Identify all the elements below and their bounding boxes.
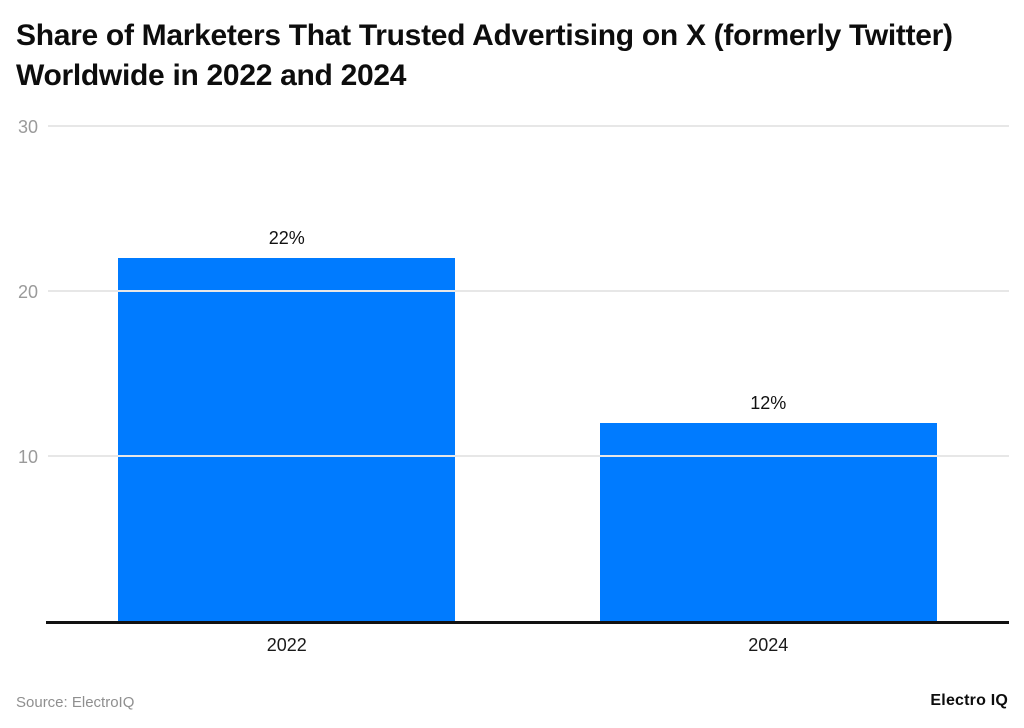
gridline-10 [48,455,1009,457]
x-axis-baseline [46,621,1009,624]
bar-value-label-2022: 22% [268,228,305,248]
bars-row: 22% 12% [46,126,1009,621]
bar-2024: 12% [599,393,937,621]
gridline-30 [48,125,1009,127]
y-tick-label-30: 30 [18,117,39,137]
bar-band-2022: 22% [46,126,528,621]
bar-2022: 22% [118,228,456,621]
bar-band-2024: 12% [528,126,1010,621]
x-tick-label-2024: 2024 [748,635,789,655]
plot-area: 22% 12% 10 20 30 [18,118,1009,624]
x-axis-labels: 2022 2024 [46,635,1009,656]
y-tick-label-20: 20 [18,282,39,302]
source-text: Source: ElectroIQ [16,694,135,711]
chart-title: Share of Marketers That Trusted Advertis… [16,19,953,92]
x-tick-label-2022: 2022 [266,635,307,655]
brand-logo: Electro IQ [930,692,1008,709]
bar-chart: 22% 12% 10 20 30 2022 2024 [0,112,1024,672]
gridline-20 [48,290,1009,292]
bar-value-label-2024: 12% [750,393,787,413]
y-tick-label-10: 10 [18,447,39,467]
